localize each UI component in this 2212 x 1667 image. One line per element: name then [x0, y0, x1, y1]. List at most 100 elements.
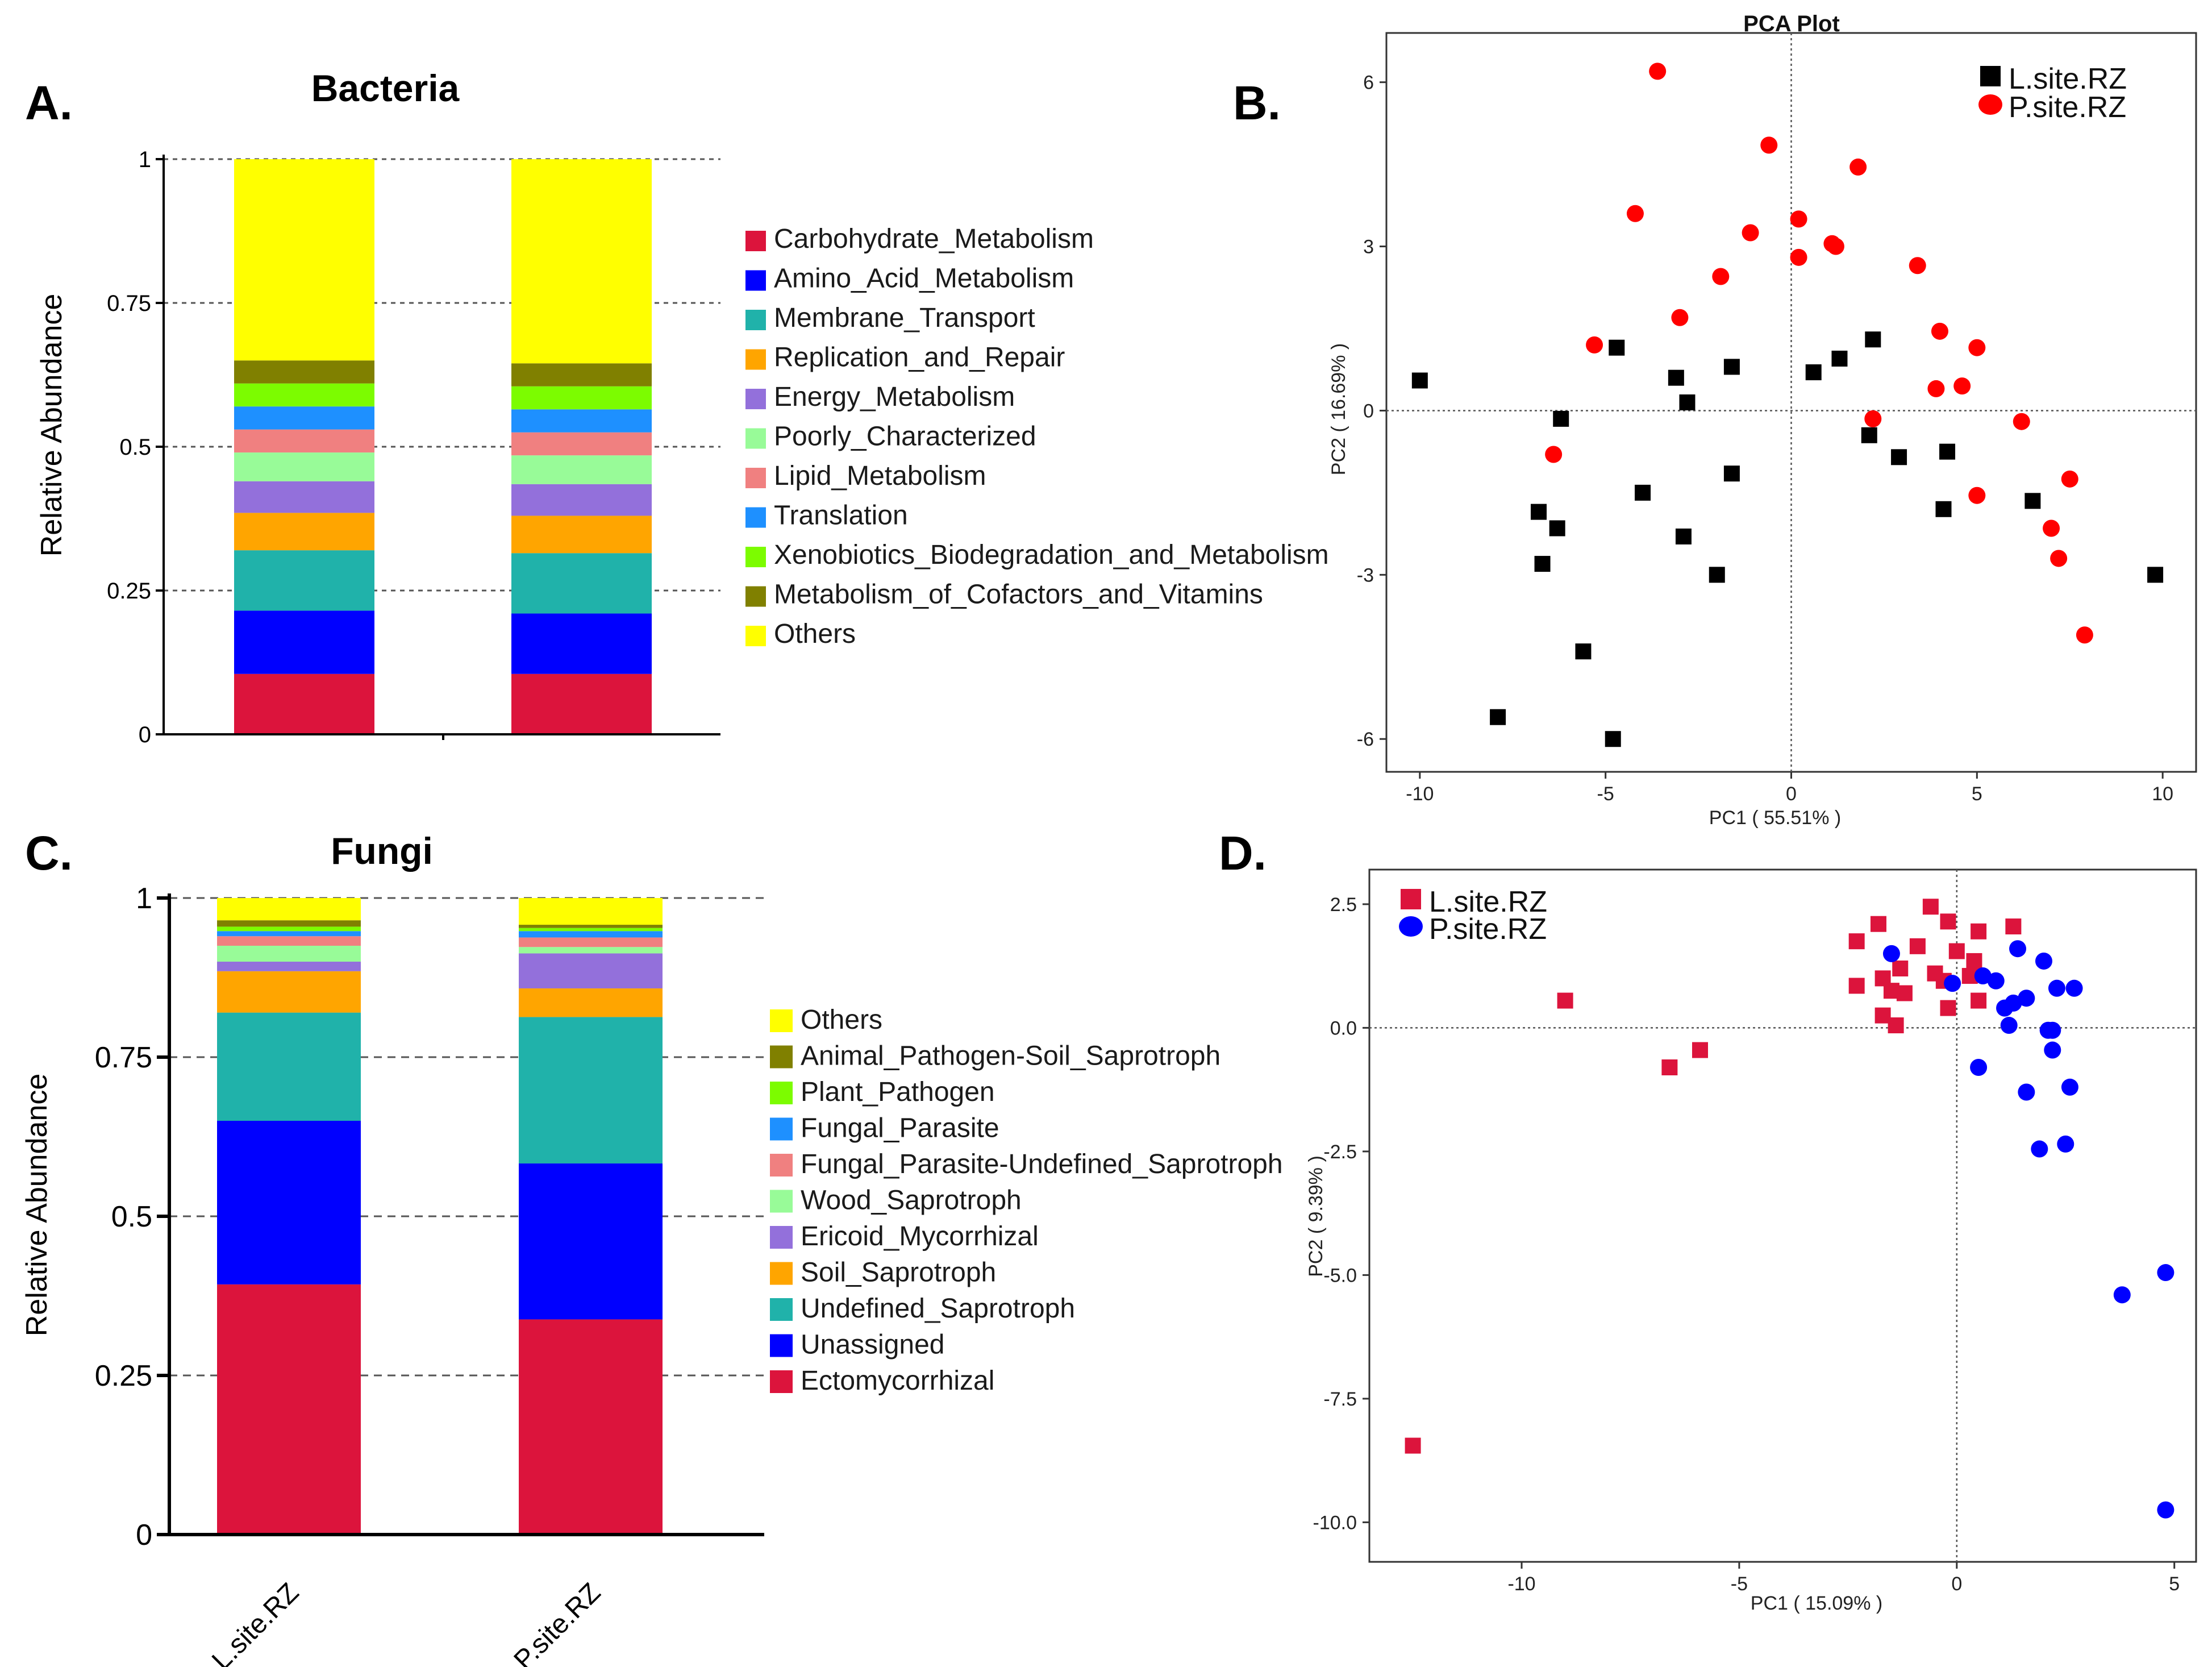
data-point-l-site-rz: [1723, 359, 1740, 375]
data-point-l-site-rz: [1534, 556, 1551, 572]
legend-swatch: [745, 586, 766, 607]
bar-segment-ectomycorrhizal-l-site-rz: [217, 1284, 361, 1535]
data-point-l-site-rz: [1896, 985, 1913, 1001]
panel-c-fungi-bar-chart: Fungi Relative Abundance: [20, 830, 433, 1336]
data-point-p-site-rz: [2050, 550, 2068, 567]
bar-segment-energy-metabolism-l-site-rz: [234, 481, 374, 513]
y-tick-label: 0: [136, 1519, 152, 1552]
bar-segment-wood-saprotroph-l-site-rz: [217, 946, 361, 962]
data-point-p-site-rz: [1827, 238, 1844, 255]
bar-segment-fungal-parasite-p-site-rz: [519, 931, 663, 938]
data-point-p-site-rz: [2009, 940, 2027, 958]
bar-segment-membrane-transport-l-site-rz: [234, 550, 374, 611]
bar-segment-unassigned-p-site-rz: [519, 1163, 663, 1320]
data-point-p-site-rz: [1626, 205, 1644, 222]
data-point-p-site-rz: [2048, 979, 2065, 997]
legend-label: Animal_Pathogen-Soil_Saprotroph: [801, 1041, 1220, 1071]
legend-marker: [1399, 916, 1423, 937]
data-point-l-site-rz: [1605, 731, 1621, 747]
bar-segment-animal-pathogen-soil-saprotroph-l-site-rz: [217, 920, 361, 927]
data-point-l-site-rz: [1870, 916, 1886, 932]
data-point-p-site-rz: [1882, 945, 1900, 962]
legend-swatch: [745, 389, 766, 409]
bar-segment-ericoid-mycorrhizal-l-site-rz: [217, 962, 361, 971]
data-point-p-site-rz: [1970, 1059, 1988, 1076]
bar-segment-poorly-characterized-p-site-rz: [511, 455, 652, 484]
y-tick-label: 0: [139, 722, 151, 747]
data-point-p-site-rz: [2061, 470, 2078, 488]
data-point-l-site-rz: [1557, 992, 1573, 1009]
legend-swatch: [770, 1045, 793, 1069]
legend-label: Ericoid_Mycorrhizal: [801, 1221, 1039, 1252]
data-point-p-site-rz: [2043, 519, 2060, 537]
data-point-p-site-rz: [1974, 967, 1992, 985]
plot-frame: [1368, 868, 2197, 1563]
y-tick-label: 1: [136, 882, 152, 915]
legend-swatch: [770, 1117, 793, 1141]
bar-segment-poorly-characterized-l-site-rz: [234, 452, 374, 481]
panel-d-plot-area: -10 -5 0 5 2.5 0.0 -2.5 -5.0 -7.5 -10.0 L.site.RZP…: [1313, 868, 2197, 1595]
bar-segment-replication-and-repair-l-site-rz: [234, 513, 374, 551]
bar-segment-translation-l-site-rz: [234, 406, 374, 430]
y-tick-label: 2.5: [1330, 894, 1357, 916]
legend-swatch: [770, 1298, 793, 1321]
panel-c-title: Fungi: [331, 830, 433, 872]
panel-a-title: Bacteria: [311, 67, 460, 109]
legend-label: Fungal_Parasite: [801, 1113, 999, 1144]
legend-label: L.site.RZ: [2009, 63, 2127, 95]
legend-swatch: [745, 231, 766, 251]
data-point-l-site-rz: [1490, 709, 1506, 725]
bar-segment-translation-p-site-rz: [511, 409, 652, 433]
data-point-p-site-rz: [1927, 380, 1945, 397]
panel-letter-d: D.: [1219, 826, 1267, 880]
data-point-p-site-rz: [1953, 377, 1971, 395]
data-point-l-site-rz: [1405, 1437, 1421, 1454]
legend-label: Plant_Pathogen: [801, 1077, 995, 1107]
bar-segment-undefined-saprotroph-p-site-rz: [519, 1017, 663, 1164]
data-point-l-site-rz: [2147, 567, 2164, 583]
legend-swatch: [770, 1370, 793, 1393]
bar-segment-plant-pathogen-p-site-rz: [519, 928, 663, 932]
data-point-l-site-rz: [1848, 933, 1865, 950]
legend-swatch: [745, 547, 766, 567]
data-point-l-site-rz: [1531, 504, 1547, 520]
bar-segment-lipid-metabolism-l-site-rz: [234, 429, 374, 453]
bar-segment-ectomycorrhizal-p-site-rz: [519, 1319, 663, 1535]
legend-label: Undefined_Saprotroph: [801, 1294, 1075, 1324]
bar-segment-amino-acid-metabolism-l-site-rz: [234, 610, 374, 674]
bar-segment-fungal-parasite-l-site-rz: [217, 931, 361, 937]
panel-letter-a: A.: [25, 76, 73, 130]
panel-d-y-axis-label: PC2 ( 9.39% ): [1305, 1155, 1327, 1277]
legend-label: Others: [774, 619, 856, 649]
bar-segment-xenobiotics-biodegradation-and-metabolism-p-site-rz: [511, 386, 652, 410]
data-point-p-site-rz: [1742, 224, 1759, 242]
data-point-l-site-rz: [1805, 364, 1822, 381]
y-tick-label: 0.5: [119, 435, 151, 460]
bar-segment-amino-acid-metabolism-p-site-rz: [511, 613, 652, 674]
data-point-l-site-rz: [1668, 369, 1684, 386]
legend-label: Ectomycorrhizal: [801, 1366, 994, 1396]
legend-label: Fungal_Parasite-Undefined_Saprotroph: [801, 1149, 1283, 1179]
legend-marker: [1980, 66, 2001, 86]
data-point-l-site-rz: [1892, 961, 1909, 976]
bar-segment-undefined-saprotroph-l-site-rz: [217, 1012, 361, 1121]
panel-b-x-axis-label: PC1 ( 55.51% ): [1709, 807, 1841, 829]
data-point-l-site-rz: [1922, 899, 1939, 915]
data-point-p-site-rz: [2031, 1140, 2048, 1158]
bar-segment-replication-and-repair-p-site-rz: [511, 516, 652, 554]
legend-marker: [1401, 889, 1421, 909]
data-point-l-site-rz: [1935, 501, 1952, 517]
legend-swatch: [770, 1226, 793, 1249]
y-tick-label: -10.0: [1313, 1512, 1357, 1533]
data-point-l-site-rz: [1971, 992, 1987, 1009]
legend-marker: [1978, 94, 2002, 115]
data-point-l-site-rz: [1831, 350, 1848, 367]
data-point-l-site-rz: [1848, 978, 1865, 994]
data-point-l-site-rz: [1891, 449, 1907, 465]
x-tick-label: 0: [1951, 1573, 1962, 1595]
data-point-p-site-rz: [1790, 210, 1807, 228]
bar-segment-unassigned-l-site-rz: [217, 1121, 361, 1284]
data-point-l-site-rz: [1909, 938, 1926, 954]
panel-a-bacteria-bar-chart: Bacteria Relative Abundance: [35, 67, 460, 556]
data-point-l-site-rz: [1661, 1059, 1678, 1075]
